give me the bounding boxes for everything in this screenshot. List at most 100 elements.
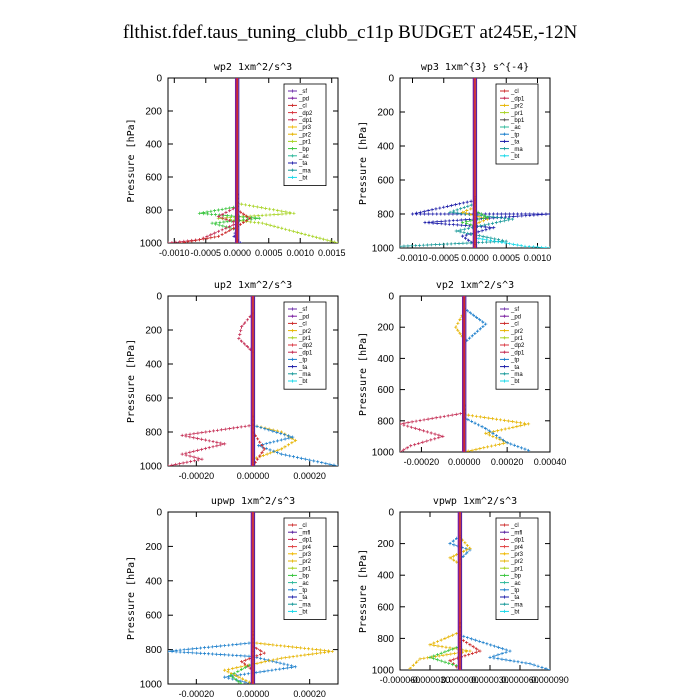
legend-marker [502,336,507,340]
legend-marker [290,545,295,549]
legend-marker [290,379,295,383]
x-tick-label: 0.000000 [441,675,479,685]
legend: _cl_mfl_dp1_pr4_pr3_pr2_pr1_bp_ac_tp_ta_… [495,517,539,620]
y-tick-label: 200 [377,108,394,119]
x-tick-label: 0.0015 [318,248,346,258]
series-markers [473,196,550,248]
legend-label: _mfl [298,530,310,536]
y-tick-label: 0 [388,292,394,303]
series-group [168,78,338,243]
legend-marker [502,89,507,93]
legend-marker [290,118,295,122]
legend-box [495,517,539,620]
legend-label: _cl [298,104,307,110]
legend-label: _ac [298,154,309,160]
legend-marker [290,523,295,527]
legend-label: _ac [510,581,521,587]
legend-marker [290,609,295,613]
legend-label: _cl [298,523,307,529]
legend-label: _cl [510,523,519,529]
x-tick-label: 0.0005 [255,248,283,258]
legend-marker [290,307,295,311]
series-group [168,296,338,466]
y-tick-label: 1000 [140,239,163,250]
series-line [400,296,465,452]
legend-marker [290,573,295,577]
y-tick-label: 0 [388,508,394,519]
legend-marker [502,530,507,534]
legend-marker [290,530,295,534]
legend-marker [502,545,507,549]
legend-label: _pd [298,314,309,320]
legend-box [495,83,539,165]
y-axis-label: Pressure [hPa] [358,332,369,416]
chart-panel: vpwp 1xm^2/s^3 0 200 400 600 800 1000 Pressure … [358,496,569,685]
legend-label: _pr2 [298,132,312,138]
legend-label: _ma [298,168,311,174]
legend-label: _pr4 [298,545,312,551]
y-tick-label: 600 [145,394,162,405]
y-tick-label: 1000 [372,666,395,677]
y-tick-label: 600 [377,176,394,187]
legend-marker [290,336,295,340]
legend-label: _pr1 [298,336,312,342]
legend-marker [502,559,507,563]
legend-label: _ac [298,581,309,587]
legend: _cl_dp1 _pr2_pr1_bp1_ac_tp _ta_ma_bt [495,83,539,165]
chart-panel: wp2 1xm^2/s^3 0 200 400 600 800 1000 Pressure [… [126,62,345,258]
legend-label: _ta [510,365,520,371]
legend-marker [502,595,507,599]
legend: _sf_pd _cl_pr2_pr1_dp2_dp1 _tp_ta_ma_bt [495,301,539,390]
series-line [463,296,487,344]
legend-marker [502,139,507,143]
legend-label: _bt [298,176,308,182]
panel-title: wp2 1xm^2/s^3 [214,62,292,73]
legend-marker [290,552,295,556]
y-tick-label: 200 [377,323,394,334]
y-tick-label: 200 [377,539,394,550]
x-tick-label: -0.00020 [404,457,440,467]
x-tick-label: -0.000030 [410,675,451,685]
x-tick-label: 0.00020 [293,471,326,481]
y-tick-label: 400 [145,140,162,151]
legend-marker [290,139,295,143]
chart-panel: vp2 1xm^2/s^3 0 200 400 600 800 1000 Pressure [… [358,280,566,467]
x-tick-label: 0.00000 [448,457,481,467]
series-markers [428,621,462,669]
legend-marker [502,379,507,383]
y-tick-label: 800 [145,206,162,217]
y-tick-label: 600 [377,602,394,613]
legend: _cl_mfl_dp1_pr4_pr3_pr2_pr1_bp_ac_tp_ta_… [283,517,327,620]
legend-label: _ma [510,372,523,378]
legend-marker [290,314,295,318]
series-markers [462,403,531,452]
legend-label: _tp [510,358,520,364]
series-markers [168,193,239,243]
legend-label: _dp1 [510,96,525,102]
y-tick-label: 200 [145,107,162,118]
legend-marker [290,566,295,570]
legend-marker [290,559,295,563]
y-tick-label: 0 [156,292,162,303]
series-markers [400,198,515,248]
x-tick-label: 0.00000 [237,689,270,699]
legend-marker [290,125,295,129]
legend-marker [502,537,507,541]
x-tick-label: 0.000030 [471,675,509,685]
legend-marker [290,329,295,333]
legend-marker [502,314,507,318]
legend-marker [290,588,295,592]
y-axis-label: Pressure [hPa] [126,556,137,640]
chart-panel: upwp 1xm^2/s^3 0 200 400 600 800 1000 Pressure … [126,496,339,699]
legend-marker [502,96,507,100]
figure-title: flthist.fdef.taus_tuning_clubb_c11p BUDG… [122,22,578,43]
series-group [400,296,531,452]
plot-frame [399,511,551,671]
series-line [252,296,297,460]
legend-marker [290,132,295,136]
panel-title: upwp 1xm^2/s^3 [211,496,295,507]
legend-label: _sf [510,307,519,313]
y-tick-label: 400 [377,354,394,365]
plot-frame [399,295,551,453]
